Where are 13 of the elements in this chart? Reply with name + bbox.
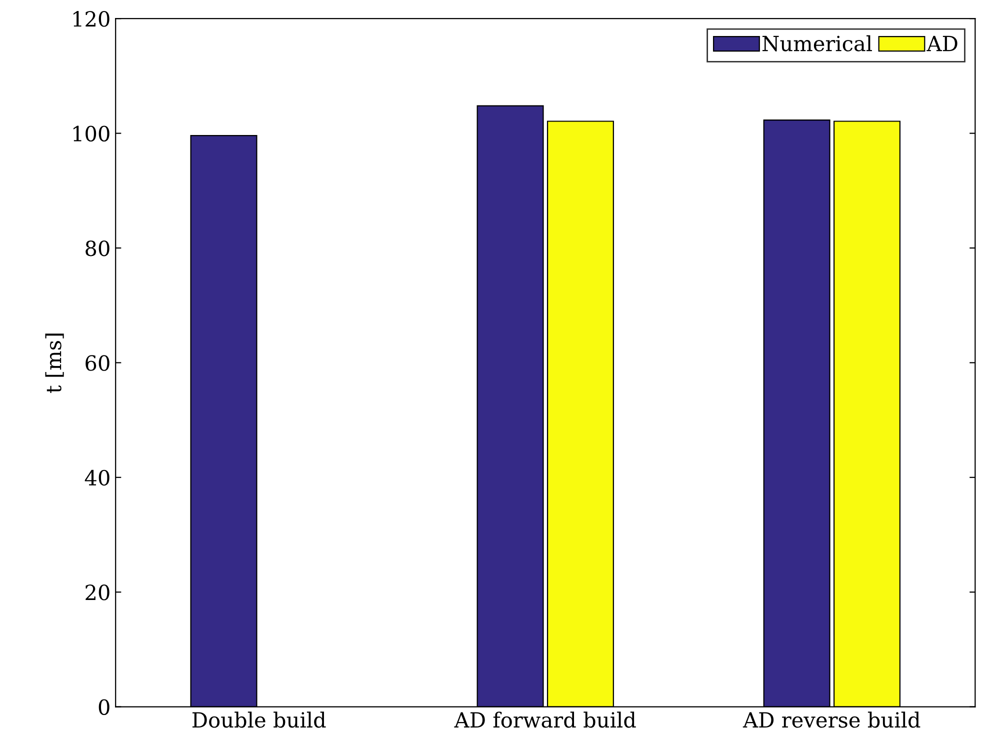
y-tick-label: 120 (74, 11, 110, 27)
y-axis-title: t [ms] (45, 334, 64, 393)
y-tick-label: 20 (86, 584, 110, 600)
legend-label: Numerical (762, 35, 872, 52)
x-tick-label: Double build (192, 712, 326, 728)
y-tick-label: 80 (86, 240, 110, 256)
y-tick-label: 40 (84, 470, 110, 486)
x-tick-label: AD reverse build (742, 712, 920, 728)
y-tick-label: 60 (86, 355, 110, 371)
y-tick-label: 100 (74, 126, 110, 142)
legend-label: AD (926, 36, 958, 52)
y-tick-label: 0 (98, 699, 110, 716)
x-tick-label: AD forward build (454, 712, 636, 728)
